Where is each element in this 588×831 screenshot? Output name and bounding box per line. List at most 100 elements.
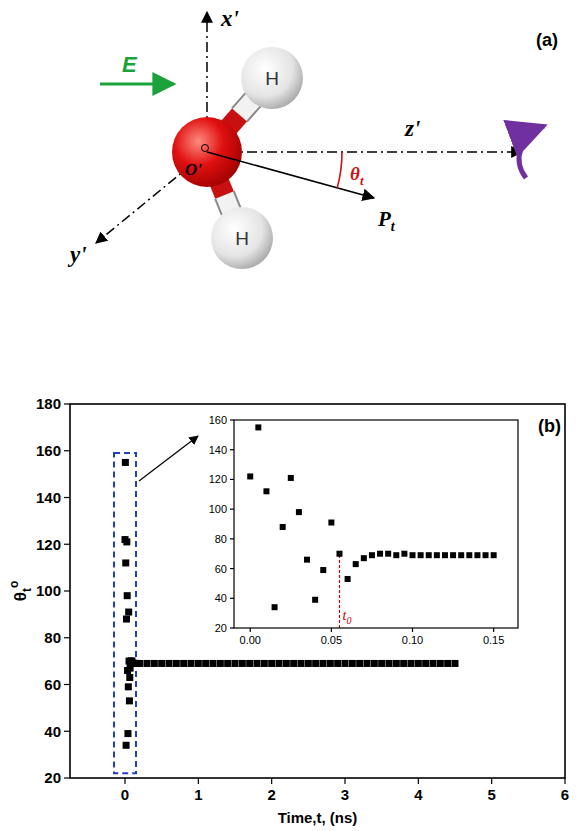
data-point <box>364 660 371 667</box>
y-tick-label: 60 <box>44 676 61 693</box>
x-tick <box>491 778 492 784</box>
data-point <box>401 551 407 557</box>
data-point <box>173 660 180 667</box>
plot-frame <box>234 420 518 628</box>
y-tick-label: 140 <box>36 489 61 506</box>
y-tick <box>64 544 70 545</box>
x-tick-label: 0.15 <box>483 634 504 646</box>
data-point <box>305 660 312 667</box>
data-point <box>158 660 165 667</box>
y-title-main: θ <box>11 592 30 601</box>
hydrogen-atom <box>211 207 273 269</box>
data-point <box>280 524 286 530</box>
data-point <box>283 660 290 667</box>
y-tick-label: 160 <box>36 442 61 459</box>
data-point <box>426 552 432 558</box>
field-label: E <box>122 52 138 77</box>
y-tick-label: 80 <box>215 533 227 545</box>
rotation-arrow <box>519 126 544 178</box>
data-point <box>126 674 133 681</box>
dipole-arrow <box>207 152 374 198</box>
data-point <box>474 552 480 558</box>
data-point <box>385 551 391 557</box>
data-point <box>276 660 283 667</box>
data-point <box>217 660 224 667</box>
y-tick-label: 40 <box>215 592 227 604</box>
field-arrow <box>100 83 174 86</box>
annotation-line <box>339 554 340 628</box>
data-point <box>254 660 261 667</box>
highlight-box <box>114 453 136 773</box>
data-point <box>356 660 363 667</box>
data-point <box>444 660 451 667</box>
angle-label: θt <box>350 163 364 188</box>
data-point <box>151 660 158 667</box>
data-point <box>386 660 393 667</box>
y-tick-label: 60 <box>215 563 227 575</box>
x-tick-label: 0 <box>121 786 129 803</box>
dipole-main: P <box>377 207 391 231</box>
inset-chart: 0.000.050.100.1520406080100120140160t0 <box>209 414 518 646</box>
y-tick-label: 100 <box>36 582 61 599</box>
data-point <box>263 488 269 494</box>
x-tick-label: 0.00 <box>240 634 261 646</box>
data-point <box>202 660 209 667</box>
data-point <box>180 660 187 667</box>
axis-label: y' <box>67 242 87 267</box>
atom-label: H <box>265 68 279 89</box>
data-point <box>255 424 261 430</box>
y-tick-label: 180 <box>36 395 61 412</box>
y-tick-label: 120 <box>209 473 227 485</box>
x-tick <box>418 778 419 784</box>
x-tick <box>564 778 565 784</box>
data-point <box>393 552 399 558</box>
y-tick-label: 40 <box>44 723 61 740</box>
axis-label: x' <box>220 6 239 31</box>
x-tick-label: 0.10 <box>402 634 423 646</box>
data-point <box>239 660 246 667</box>
x-tick <box>124 778 125 784</box>
x-tick-label: 0.05 <box>321 634 342 646</box>
data-point <box>334 660 341 667</box>
data-point <box>312 597 318 603</box>
y-tick-label: 80 <box>44 629 61 646</box>
dipole-sub: t <box>391 219 396 234</box>
x-axis-title: Time,t, (ns) <box>278 809 358 826</box>
data-point <box>232 660 239 667</box>
panel-label: (b) <box>538 416 561 436</box>
data-point <box>123 742 130 749</box>
pointer-arrow <box>139 436 198 481</box>
data-point <box>400 660 407 667</box>
panel-a: HHO'x'z'y'EPtθt(a) <box>67 6 558 269</box>
axis-label: z' <box>404 116 420 141</box>
data-point <box>458 552 464 558</box>
marks <box>247 424 496 628</box>
y-axis-title: θto <box>7 581 34 602</box>
data-point <box>247 473 253 479</box>
data-point <box>136 660 143 667</box>
data-point <box>353 561 359 567</box>
x-tick-label: 2 <box>267 786 275 803</box>
figure: HHO'x'z'y'EPtθt(a)0123456204060801001201… <box>0 0 588 831</box>
x-tick <box>198 778 199 784</box>
y-title-sup: o <box>7 581 21 588</box>
data-point <box>369 552 375 558</box>
data-point <box>442 552 448 558</box>
y-tick-label: 20 <box>44 769 61 786</box>
x-tick-label: 1 <box>194 786 202 803</box>
y-tick <box>64 450 70 451</box>
data-point <box>122 559 129 566</box>
data-point <box>415 660 422 667</box>
origin-dot <box>202 145 209 152</box>
x-tick-label: 4 <box>414 786 423 803</box>
data-point <box>342 660 349 667</box>
atom-label: H <box>235 228 249 249</box>
data-point <box>408 660 415 667</box>
y-tick <box>64 731 70 732</box>
data-point <box>246 660 253 667</box>
data-point <box>195 660 202 667</box>
y-title-sub: t <box>20 588 34 592</box>
angle-sub: t <box>360 173 364 188</box>
hydrogen-atom <box>241 47 303 109</box>
data-point <box>298 660 305 667</box>
